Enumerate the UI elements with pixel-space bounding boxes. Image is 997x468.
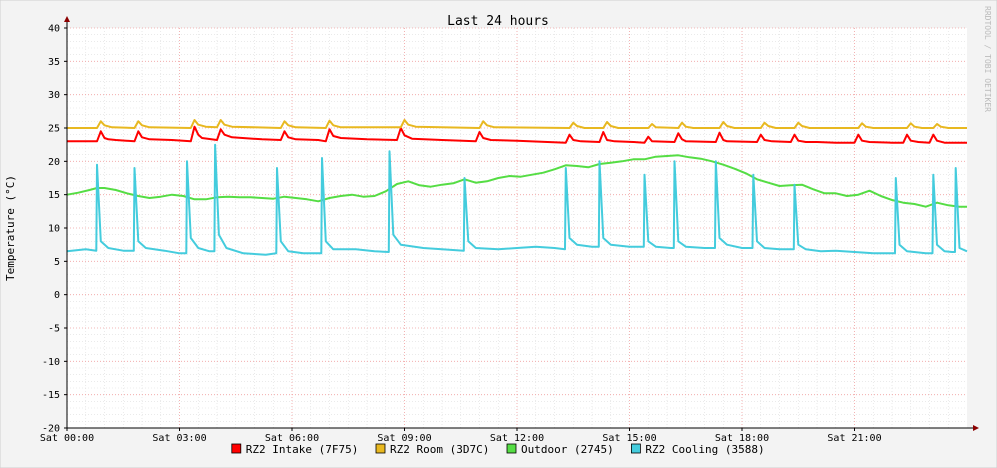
x-tick-label: Sat 15:00 — [602, 433, 656, 444]
series-line-3 — [66, 143, 968, 256]
legend-item-1: RZ2 Room (3D7C) — [375, 443, 489, 456]
series-line-2 — [66, 154, 967, 208]
legend-label: RZ2 Room (3D7C) — [390, 443, 489, 456]
y-tick-label: 35 — [48, 57, 60, 68]
x-tick-label: Sat 03:00 — [152, 433, 206, 444]
legend-item-0: RZ2 Intake (7F75) — [231, 443, 359, 456]
x-tick-label: Sat 09:00 — [377, 433, 431, 444]
legend-label: RZ2 Cooling (3588) — [645, 443, 764, 456]
x-tick-label: Sat 12:00 — [490, 433, 544, 444]
legend-item-3: RZ2 Cooling (3588) — [631, 443, 765, 456]
y-tick-label: -5 — [48, 324, 60, 335]
y-tick-label: -15 — [42, 390, 60, 401]
y-tick-label: 5 — [54, 257, 60, 268]
y-tick-label: -20 — [42, 424, 60, 435]
legend-swatch — [375, 443, 386, 454]
y-tick-label: 40 — [48, 24, 60, 35]
series-line-0 — [67, 125, 967, 144]
legend-label: RZ2 Intake (7F75) — [246, 443, 359, 456]
y-tick-label: 25 — [48, 124, 60, 135]
y-tick-label: 15 — [48, 190, 60, 201]
y-tick-labels: 40 35 30 25 20 15 10 5 0 -5 -10 -15 -20 — [42, 24, 60, 435]
series-line-1 — [67, 119, 967, 129]
watermark: RRDTOOL / TOBI OETIKER — [983, 6, 992, 112]
legend: RZ2 Intake (7F75) RZ2 Room (3D7C) Outdoor … — [231, 443, 765, 456]
y-tick-label: -10 — [42, 357, 60, 368]
axes — [64, 16, 979, 431]
x-axis-arrow — [973, 425, 979, 431]
legend-swatch — [506, 443, 517, 454]
y-tick-label: 10 — [48, 224, 60, 235]
y-tick-label: 30 — [48, 90, 60, 101]
x-tick-labels: Sat 00:00 Sat 03:00 Sat 06:00 Sat 09:00 Sat … — [40, 433, 882, 444]
legend-item-2: Outdoor (2745) — [506, 443, 614, 456]
x-tick-label: Sat 21:00 — [827, 433, 881, 444]
series-layer — [66, 119, 968, 256]
legend-label: Outdoor (2745) — [521, 443, 614, 456]
x-tick-label: Sat 00:00 — [40, 433, 94, 444]
legend-swatch — [631, 443, 641, 454]
y-axis-label: Temperature (°C) — [4, 175, 17, 281]
y-axis-arrow — [64, 16, 70, 22]
y-tick-label: 0 — [54, 290, 60, 301]
x-tick-label: Sat 18:00 — [715, 433, 769, 444]
x-tick-label: Sat 06:00 — [265, 433, 319, 444]
chart-title: Last 24 hours — [447, 14, 549, 29]
y-tick-label: 20 — [48, 157, 60, 168]
legend-swatch — [231, 443, 242, 454]
